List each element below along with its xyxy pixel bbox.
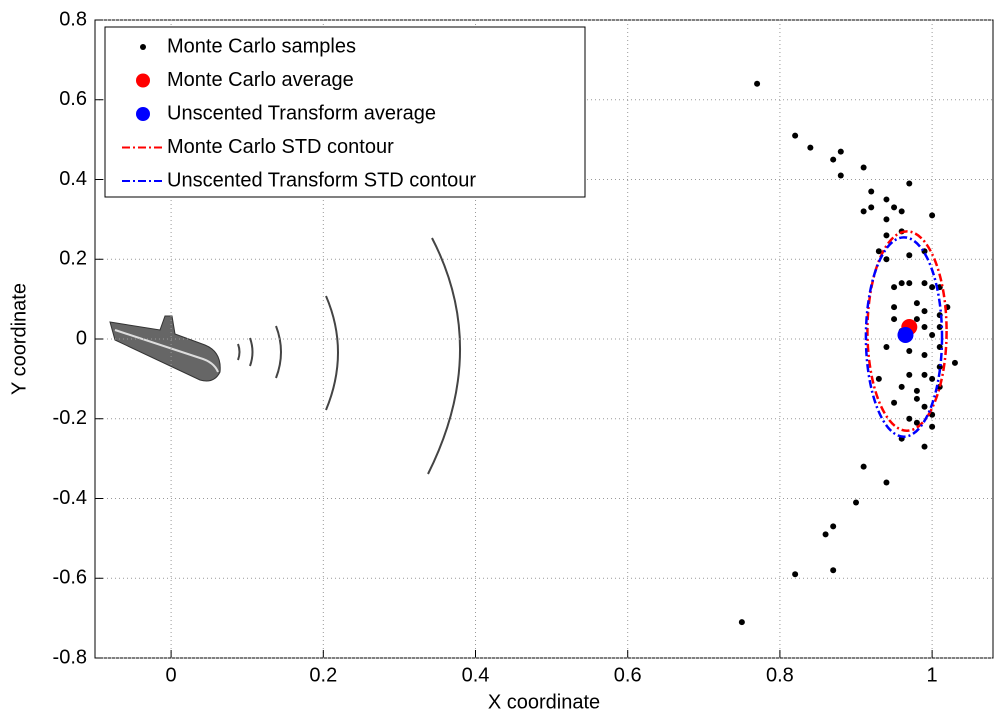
sample-point [913,300,920,307]
y-tick-label: -0.4 [53,487,87,509]
y-tick-label: 0 [76,327,87,349]
std-contour [866,230,948,432]
sample-point [891,399,898,406]
y-tick-label: 0.6 [59,88,87,110]
x-tick-label: 0.6 [614,664,642,686]
average-marker [897,327,914,344]
submarine-illustration [109,237,461,475]
legend-swatch [136,107,150,121]
sample-point [921,443,928,450]
x-tick-label: 1 [927,664,938,686]
sample-point [822,531,829,538]
sample-point [921,371,928,378]
sample-point [837,148,844,155]
sample-point [929,212,936,219]
sample-point [883,479,890,486]
sample-point [891,316,898,323]
y-tick-label: 0.8 [59,8,87,30]
sample-point [898,208,905,215]
sample-point [891,284,898,291]
sample-point [906,371,913,378]
sample-point [898,280,905,287]
legend-label: Unscented Transform average [167,102,436,124]
sample-point [913,316,920,323]
sample-point [868,188,875,195]
sample-point [860,164,867,171]
sample-point [860,208,867,215]
legend-label: Unscented Transform STD contour [167,169,476,191]
y-tick-label: 0.2 [59,248,87,270]
sample-point [883,216,890,223]
legend-swatch [136,73,150,88]
legend-swatch [140,44,146,50]
sample-point [807,144,814,151]
std-contour [864,236,944,438]
sample-point [792,132,799,139]
legend-label: Monte Carlo STD contour [167,136,394,158]
sample-point [837,172,844,179]
sample-point [929,284,936,291]
sample-point [792,571,799,578]
sample-point [913,419,920,426]
sample-point [921,308,928,315]
x-axis-label: X coordinate [488,691,600,713]
legend [104,26,586,198]
sample-point [898,383,905,390]
y-tick-label: -0.6 [53,567,87,589]
sample-point [929,423,936,430]
sample-point [875,248,882,255]
sample-point [936,324,943,331]
sample-point [830,523,837,530]
sample-point [853,499,860,506]
y-axis-label: Y coordinate [8,283,30,395]
sample-point [891,304,898,311]
x-tick-label: 0 [166,664,177,686]
sample-point [883,343,890,350]
sample-point [883,232,890,239]
sample-point [883,196,890,203]
sample-point [913,395,920,402]
sample-point [906,180,913,187]
sample-point [906,280,913,287]
sample-point [921,403,928,410]
sample-point [906,347,913,354]
sample-point [951,359,958,366]
sample-point [754,80,761,87]
x-tick-label: 0.8 [766,664,794,686]
y-tick-label: -0.2 [53,407,87,429]
x-tick-label: 0.4 [462,664,490,686]
sample-point [906,252,913,259]
sample-point [921,351,928,358]
sample-point [906,415,913,422]
sample-point [891,204,898,211]
y-tick-label: 0.4 [59,168,87,190]
legend-label: Monte Carlo samples [167,35,356,57]
sample-point [913,387,920,394]
sample-point [883,256,890,263]
y-tick-label: -0.8 [53,646,87,668]
sample-point [875,375,882,382]
sample-point [868,204,875,211]
sample-point [921,280,928,287]
sample-point [830,156,837,163]
sample-point [860,463,867,470]
sample-point [929,375,936,382]
sample-point [929,332,936,339]
sample-point [921,324,928,331]
x-tick-label: 0.2 [309,664,337,686]
sample-point [830,567,837,574]
legend-label: Monte Carlo average [167,69,354,91]
sample-point [738,619,745,626]
